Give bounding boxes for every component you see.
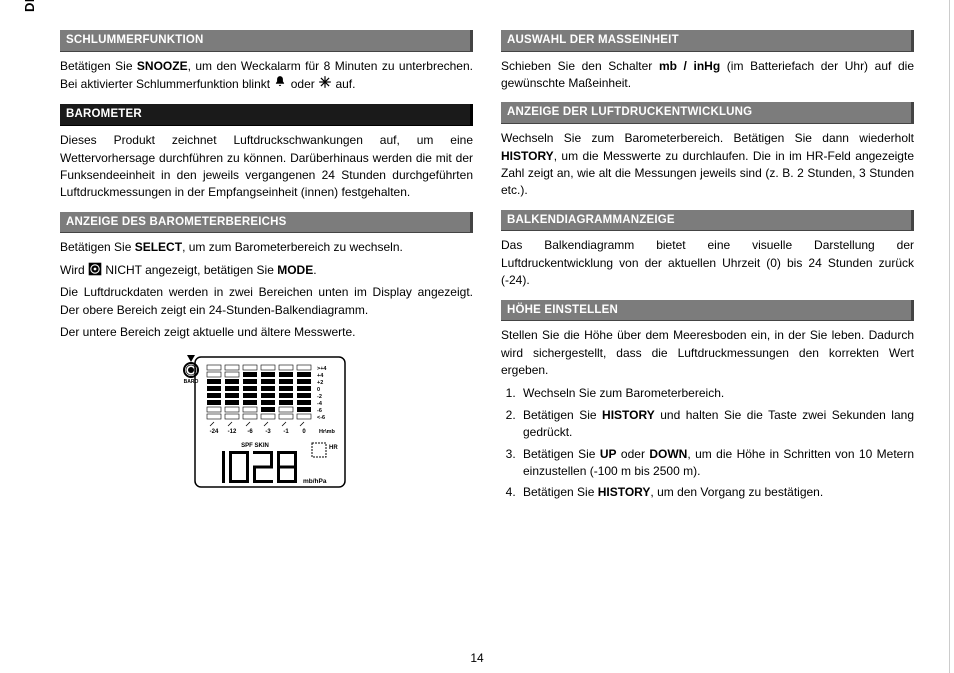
svg-text:0: 0 [317,387,320,393]
svg-text:-3: -3 [265,429,271,435]
para-hoehe: Stellen Sie die Höhe über dem Meeresbode… [501,327,914,379]
step-3: Betätigen Sie UP oder DOWN, um die Höhe … [519,446,914,481]
svg-text:mb/hPa: mb/hPa [303,478,327,485]
bold-snooze: SNOOZE [137,59,188,73]
text: NICHT angezeigt, betätigen Sie [102,263,277,277]
bold-history: HISTORY [598,485,651,499]
text: Wird [60,263,88,277]
step-1: Wechseln Sie zum Barometerbereich. [519,385,914,402]
text: , um den Vorgang zu bestätigen. [650,485,823,499]
svg-text:Hr\mb: Hr\mb [319,429,336,435]
text: , um zum Barometerbereich zu wechseln. [182,240,403,254]
svg-text:-2: -2 [317,394,322,400]
para-lower: Der untere Bereich zeigt aktuelle und äl… [60,324,473,341]
bold-mode: MODE [277,263,313,277]
para-barometer: Dieses Produkt zeichnet Luftdruckschwank… [60,132,473,202]
snowflake-icon [318,75,332,94]
heading-anzeige-baro: ANZEIGE DES BAROMETERBEREICHS [60,212,473,234]
bold-mbinhg: mb / inHg [659,59,720,73]
para-snooze: Betätigen Sie SNOOZE, um den Weckalarm f… [60,58,473,95]
page-border [949,0,950,673]
height-steps: Wechseln Sie zum Barometerbereich. Betät… [519,385,914,501]
para-history: Wechseln Sie zum Barometerbereich. Betät… [501,130,914,200]
svg-text:-1: -1 [283,429,289,435]
baro-icon [88,262,102,279]
right-column: AUSWAHL DER MASSEINHEIT Schieben Sie den… [501,20,914,508]
heading-balken: BALKENDIAGRAMMANZEIGE [501,210,914,232]
svg-text:-4: -4 [317,401,323,407]
svg-text:-24: -24 [209,429,218,435]
svg-text:0: 0 [302,429,306,435]
bold-history: HISTORY [602,408,655,422]
step-2: Betätigen Sie HISTORY und halten Sie die… [519,407,914,442]
text: Betätigen Sie [60,240,135,254]
bold-history: HISTORY [501,149,554,163]
text: , um die Messwerte zu durchlaufen. Die i… [501,149,914,198]
heading-barometer: BAROMETER [60,104,473,126]
text: Betätigen Sie [523,447,600,461]
text: Betätigen Sie [523,408,602,422]
text: Wechseln Sie zum Barometerbereich. Betät… [501,131,914,145]
heading-masseinheit: AUSWAHL DER MASSEINHEIT [501,30,914,52]
para-display: Die Luftdruckdaten werden in zwei Bereic… [60,284,473,319]
bell-icon [273,75,287,94]
svg-text:SPF SKIN: SPF SKIN [241,443,269,449]
bold-down: DOWN [649,447,687,461]
text: oder [287,77,318,91]
bold-select: SELECT [135,240,182,254]
para-balken: Das Balkendiagramm bietet eine visuelle … [501,237,914,289]
bold-up: UP [600,447,617,461]
svg-text:+2: +2 [317,380,323,386]
text: Betätigen Sie [523,485,598,499]
heading-hoehe: HÖHE EINSTELLEN [501,300,914,322]
text: Schieben Sie den Schalter [501,59,659,73]
svg-text:-6: -6 [317,408,322,414]
text: auf. [332,77,355,91]
svg-text:+4: +4 [317,373,324,379]
svg-text:-12: -12 [227,429,236,435]
svg-text:>+4: >+4 [317,366,327,372]
text: Betätigen Sie [60,59,137,73]
svg-text:HR: HR [329,445,338,451]
para-unit: Schieben Sie den Schalter mb / inHg (im … [501,58,914,93]
step-4: Betätigen Sie HISTORY, um den Vorgang zu… [519,484,914,501]
svg-text:BARO: BARO [183,379,198,385]
text: oder [617,447,650,461]
left-column: SCHLUMMERFUNKTION Betätigen Sie SNOOZE, … [60,20,473,508]
page-number: 14 [470,651,483,665]
svg-text:-6: -6 [247,429,253,435]
heading-luftdruck: ANZEIGE DER LUFTDRUCKENTWICKLUNG [501,102,914,124]
para-select: Betätigen Sie SELECT, um zum Barometerbe… [60,239,473,256]
page-content: SCHLUMMERFUNKTION Betätigen Sie SNOOZE, … [0,0,954,520]
language-tab: DE [22,0,37,12]
text: . [313,263,316,277]
para-mode: Wird NICHT angezeigt, betätigen Sie MODE… [60,262,473,280]
heading-schlummer: SCHLUMMERFUNKTION [60,30,473,52]
svg-text:<-6: <-6 [317,415,325,421]
barometer-display-figure: BARO-24-12-6-3-10Hr\mb>+4+4+20-2-4-6<-6S… [157,353,377,493]
